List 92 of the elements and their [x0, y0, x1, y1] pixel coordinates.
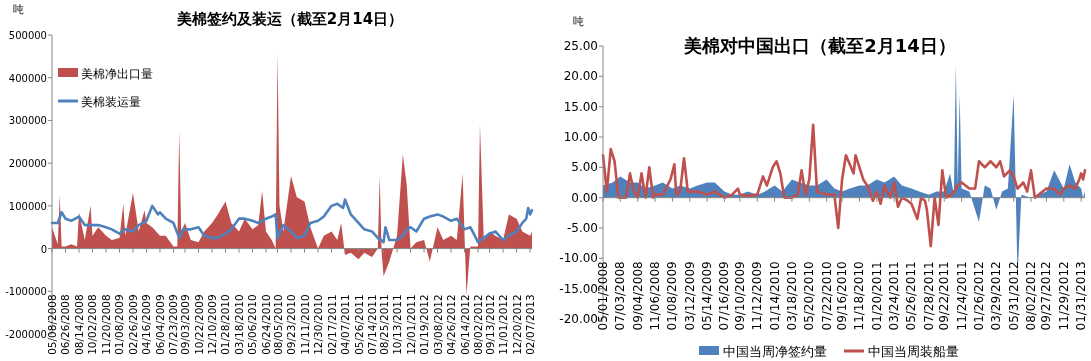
x-tick-label: 09/22/2011	[937, 261, 952, 331]
x-tick-label: 09/16/2010	[835, 261, 850, 331]
x-tick-label: 08/14/2008	[72, 294, 85, 355]
x-tick-label: 06/24/2010	[259, 294, 272, 355]
x-tick-label: 11/18/2010	[852, 261, 867, 331]
x-tick-label: 04/26/2012	[445, 294, 458, 355]
x-tick-label: 11/01/2012	[497, 294, 510, 355]
x-tick-label: 01/08/2009	[113, 294, 126, 355]
x-tick-label: 03/12/2009	[682, 261, 697, 331]
y-tick-label: -200000	[5, 329, 47, 340]
x-tick-label: 03/29/2012	[989, 261, 1004, 331]
y-axis-title: 吨	[12, 3, 24, 16]
x-tick-label: 09/13/2012	[483, 294, 496, 355]
x-tick-label: 08/05/2010	[271, 294, 284, 355]
x-tick-label: 08/02/2012	[1024, 261, 1039, 331]
x-tick-label: 11/06/2008	[648, 261, 663, 331]
x-tick-label: 07/22/2010	[819, 261, 834, 331]
x-tick-label: 07/14/2011	[366, 294, 378, 355]
x-tick-label: 04/07/2011	[339, 294, 352, 355]
x-tick-label: 03/08/2012	[431, 294, 444, 355]
x-tick-label: 01/28/2010	[219, 294, 232, 355]
y-axis-title: 吨	[572, 15, 584, 28]
x-tick-label: 08/02/2012	[472, 294, 485, 355]
x-tick-label: 05/06/2010	[246, 294, 259, 355]
x-tick-label: 01/26/2012	[971, 261, 986, 331]
x-tick-label: 08/25/2011	[377, 294, 390, 355]
legend-label: 美棉净出口量	[81, 67, 153, 81]
x-tick-label: 06/26/2008	[59, 294, 72, 355]
y-tick-label: 10.00	[563, 130, 598, 144]
x-tick-label: 07/23/2009	[167, 294, 180, 355]
y-tick-label: -20.00	[559, 312, 598, 326]
x-tick-label: 09/10/2009	[732, 261, 747, 331]
x-tick-label: 11/29/2012	[1056, 261, 1071, 331]
y-tick-label: -15.00	[559, 281, 598, 296]
x-tick-label: 12/01/2011	[404, 294, 417, 355]
y-tick-label: 0.00	[571, 190, 598, 205]
x-tick-label: 01/19/2012	[418, 294, 431, 355]
x-tick-label: 02/07/2013	[524, 294, 537, 355]
x-tick-label: 11/11/2010	[298, 294, 311, 355]
x-tick-label: 01/20/2011	[869, 261, 884, 331]
x-tick-label: 03/18/2010	[232, 294, 245, 355]
x-tick-label: 09/04/2008	[630, 261, 645, 331]
x-tick-label: 01/31/2013	[1074, 261, 1089, 331]
chart-title: 美棉签约及装运（截至2月14日）	[175, 10, 404, 28]
legend-label: 中国当周净签约量	[723, 344, 827, 359]
x-tick-label: 05/01/2008	[596, 261, 610, 331]
y-tick-label: 200000	[8, 158, 47, 170]
x-tick-label: 02/26/2009	[126, 294, 139, 355]
y-tick-label: 25.00	[563, 39, 598, 53]
y-tick-label: 20.00	[563, 69, 598, 84]
x-tick-label: 01/14/2010	[767, 261, 782, 331]
y-tick-label: 5.00	[571, 160, 598, 175]
x-tick-label: 12/10/2009	[206, 294, 218, 355]
x-tick-label: 11/24/2011	[954, 261, 969, 331]
x-tick-label: 10/02/2008	[86, 294, 99, 355]
x-tick-label: 02/17/2011	[325, 294, 338, 355]
x-tick-label: 05/26/2011	[904, 261, 919, 331]
x-tick-label: 05/31/2012	[1006, 261, 1021, 331]
chart-title: 美棉对中国出口（截至2月14日）	[683, 35, 956, 56]
x-tick-label: 11/20/2008	[99, 294, 112, 355]
x-tick-label: 06/04/2009	[153, 294, 166, 355]
x-tick-label: 07/28/2011	[921, 261, 936, 331]
x-tick-label: 05/08/2008	[46, 294, 58, 355]
x-tick-label: 07/03/2008	[613, 261, 628, 331]
y-tick-label: 15.00	[563, 99, 598, 114]
y-tick-label: -5.00	[566, 221, 598, 235]
x-tick-label: 12/30/2010	[312, 294, 325, 355]
x-tick-label: 05/14/2009	[700, 261, 715, 331]
x-tick-label: 06/14/2012	[458, 294, 471, 355]
x-tick-label: 07/16/2009	[717, 261, 732, 331]
x-tick-label: 05/20/2010	[802, 261, 817, 331]
legend-label: 中国当周装船量	[868, 344, 959, 359]
y-tick-label: 300000	[8, 115, 47, 127]
y-tick-label: -100000	[5, 286, 47, 298]
y-tick-label: -10.00	[559, 251, 598, 266]
x-tick-label: 03/18/2010	[784, 261, 799, 331]
x-tick-label: 11/12/2009	[750, 261, 765, 331]
y-tick-label: 500000	[8, 30, 47, 41]
x-tick-label: 04/16/2009	[140, 294, 153, 355]
x-tick-label: 09/23/2010	[285, 294, 298, 355]
x-tick-label: 03/24/2011	[887, 261, 902, 331]
x-tick-label: 09/27/2012	[1039, 261, 1054, 331]
x-tick-label: 12/20/2012	[510, 294, 523, 355]
legend-label: 美棉装运量	[81, 95, 141, 109]
x-tick-label: 05/26/2011	[352, 294, 365, 355]
x-tick-label: 10/22/2009	[192, 294, 205, 355]
y-tick-label: 100000	[8, 200, 47, 212]
y-tick-label: 0	[40, 243, 47, 255]
y-tick-label: 400000	[8, 72, 47, 84]
x-tick-label: 09/03/2009	[179, 294, 192, 355]
x-tick-label: 01/08/2009	[665, 261, 680, 331]
x-tick-label: 10/13/2011	[391, 294, 404, 355]
